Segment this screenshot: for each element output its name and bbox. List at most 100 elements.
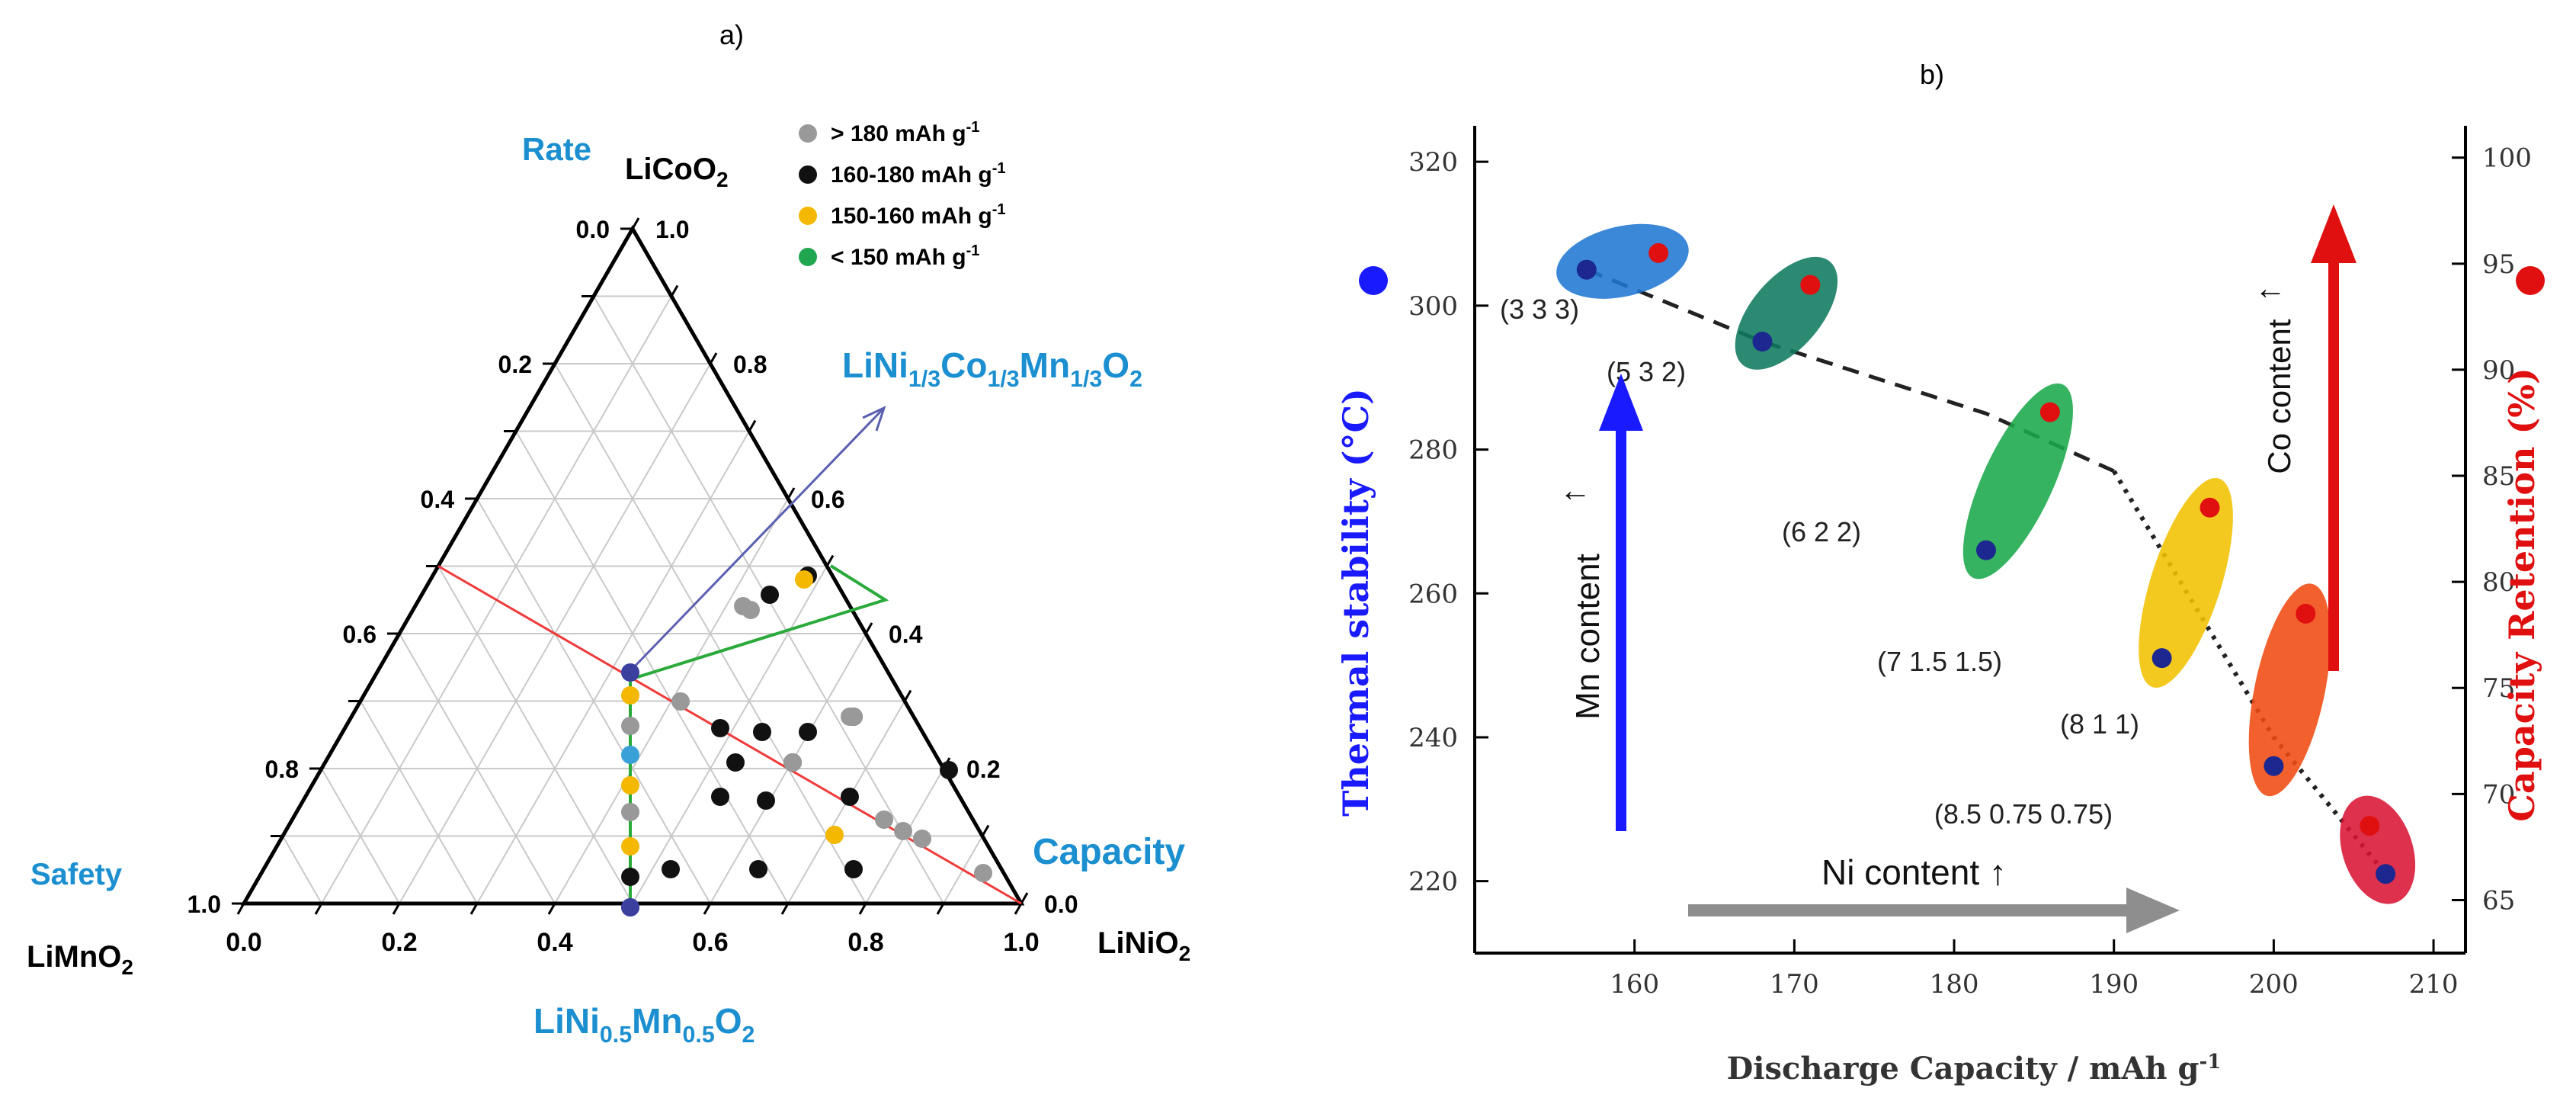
- ternary-point: [621, 868, 639, 886]
- vertex-sub: 2: [1179, 942, 1191, 965]
- legend-marker: [799, 207, 817, 225]
- ternary-point: [621, 776, 639, 794]
- ternary-point: [761, 586, 779, 604]
- retention-point: [2360, 816, 2380, 836]
- y-left-tick-label: 280: [1408, 435, 1458, 466]
- ternary-point: [662, 860, 680, 878]
- compound-part: Co: [940, 345, 987, 385]
- grid-line-mn: [360, 701, 478, 904]
- ternary-point: [753, 723, 771, 741]
- retention-point: [2039, 402, 2060, 422]
- tick-right: [825, 554, 835, 567]
- ternary-point: [844, 708, 863, 726]
- ternary-point: [940, 761, 958, 779]
- thermal-point: [2264, 756, 2284, 776]
- nmc111-arrowhead: [862, 406, 886, 432]
- compound-part: Mn: [632, 1001, 682, 1041]
- tick-right: [981, 824, 990, 837]
- thermal-point: [1576, 259, 1597, 280]
- ternary-points: [621, 567, 992, 916]
- legend-marker: [799, 248, 817, 266]
- tick-bottom: [1014, 903, 1023, 915]
- vertex-name: LiMnO: [27, 940, 121, 974]
- bottom-tick-label: 0.6: [692, 928, 728, 957]
- retention-point: [1800, 274, 1821, 295]
- y-right-tick-label: 80: [2482, 567, 2515, 598]
- y-right-tick-label: 65: [2482, 885, 2515, 916]
- ternary-point: [844, 860, 863, 878]
- y-right-tick-label: 70: [2482, 779, 2515, 810]
- ternary-point: [621, 686, 639, 705]
- thermal-point: [2151, 648, 2172, 669]
- vertex-name: LiCoO: [625, 152, 716, 186]
- ternary-point: [734, 597, 752, 615]
- composition-ellipse: [1962, 383, 2073, 579]
- tick-bottom: [547, 903, 556, 915]
- tick-right: [864, 622, 873, 634]
- ternary-point: [621, 663, 639, 682]
- ternary-point: [621, 898, 639, 916]
- bottom-tick-label: 0.2: [381, 928, 417, 957]
- panel-b-title: b): [1920, 59, 1944, 90]
- x-tick-label: 210: [2409, 969, 2459, 1000]
- panel-a-title: a): [719, 19, 744, 50]
- left-tick-label: 0.6: [343, 621, 376, 648]
- ternary-point: [875, 811, 893, 829]
- thermal-point: [1752, 332, 1773, 352]
- composition-label: (6 2 2): [1782, 516, 1861, 547]
- rate-label: Rate: [522, 131, 591, 167]
- compound-part: 0.5: [600, 1022, 632, 1048]
- ternary-point: [711, 788, 729, 806]
- tick-bottom: [936, 903, 945, 915]
- ternary-ticks: [232, 217, 1029, 915]
- capacity-label: Capacity: [1033, 832, 1185, 872]
- ternary-point: [825, 826, 844, 844]
- vertex-bottom_left-label: LiMnO2: [27, 940, 133, 979]
- tick-right: [748, 419, 757, 432]
- y-right-tick-label: 95: [2482, 249, 2515, 280]
- composition-ellipse: [1556, 223, 1689, 299]
- nm55-label: LiNi0.5Mn0.5O2: [533, 1001, 755, 1048]
- legend-sup: -1: [992, 201, 1006, 218]
- tick-right: [1020, 892, 1029, 904]
- tick-right: [903, 689, 912, 702]
- y-left-tick-label: 320: [1408, 147, 1458, 178]
- legend-label: 150-160 mAh g-1: [831, 201, 1006, 229]
- thermal-point: [2376, 864, 2396, 884]
- y-right-marker: [2516, 266, 2545, 295]
- legend-label: < 150 mAh g-1: [831, 242, 979, 270]
- tick-bottom: [314, 903, 323, 915]
- grid-line-mn: [515, 431, 789, 904]
- co-arrow-head: [2311, 204, 2357, 263]
- y-right-tick-label: 90: [2482, 355, 2515, 386]
- x-tick-label: 160: [1610, 969, 1659, 1000]
- ni-arrow-head: [2126, 888, 2180, 933]
- x-axis-label-sup: -1: [2200, 1051, 2222, 1074]
- x-tick-label: 170: [1770, 969, 1819, 1000]
- vertex-sub: 2: [121, 955, 133, 979]
- legend-marker: [799, 165, 817, 184]
- tick-right: [709, 352, 718, 364]
- compound-part: 0.5: [683, 1022, 715, 1048]
- grid-line-mn: [437, 566, 633, 904]
- ni-up-glyph: ↑: [1979, 852, 2007, 892]
- compound-part: Mn: [1020, 345, 1070, 385]
- retention-point: [2296, 603, 2316, 624]
- composition-ellipse: [2340, 795, 2416, 904]
- compound-part: O: [1102, 345, 1129, 385]
- right-tick-label: 0.0: [1044, 891, 1078, 918]
- compound-part: 1/3: [987, 367, 1019, 392]
- ternary-point: [749, 860, 767, 878]
- ternary-point: [974, 864, 992, 882]
- legend-text: < 150 mAh g: [831, 245, 966, 270]
- co-content-label: Co content: [2261, 319, 2297, 473]
- y-left-tick-label: 220: [1408, 867, 1458, 897]
- tick-bottom: [469, 903, 479, 915]
- compound-part: 1/3: [1070, 367, 1102, 392]
- right-tick-label: 0.4: [889, 621, 923, 648]
- ternary-point: [621, 837, 639, 855]
- grid-line-mn: [282, 836, 322, 904]
- panel-b-scatter: b) 220 240 260 280 300 320 65 70 75 80 85 90 95 100 160…: [1335, 59, 2545, 1087]
- ternary-point: [621, 717, 639, 735]
